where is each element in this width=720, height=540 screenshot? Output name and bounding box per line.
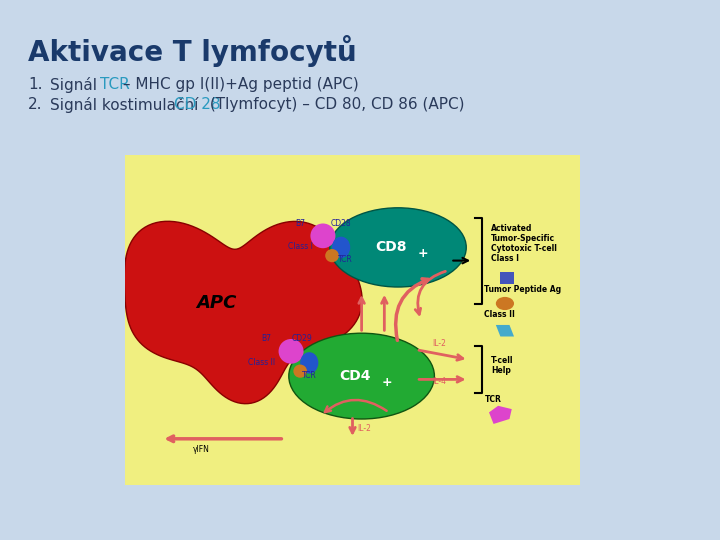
Ellipse shape <box>332 237 350 258</box>
Ellipse shape <box>293 364 307 378</box>
Text: TCR: TCR <box>99 77 130 92</box>
Text: B7: B7 <box>261 334 271 343</box>
Text: T-cell: T-cell <box>491 356 514 365</box>
Bar <box>125 155 580 485</box>
Text: Class I: Class I <box>288 242 312 251</box>
Polygon shape <box>489 406 512 424</box>
Text: γIFN: γIFN <box>193 445 210 454</box>
Text: +: + <box>382 376 392 389</box>
Text: (Tlymfocyt) – CD 80, CD 86 (APC): (Tlymfocyt) – CD 80, CD 86 (APC) <box>205 97 464 112</box>
Text: Activated: Activated <box>491 224 533 233</box>
Text: Class II: Class II <box>485 310 516 319</box>
Text: – MHC gp I(II)+Ag peptid (APC): – MHC gp I(II)+Ag peptid (APC) <box>118 77 359 92</box>
Ellipse shape <box>325 249 339 262</box>
Text: Tumor-Specific: Tumor-Specific <box>491 234 555 243</box>
Text: Signál kostimulační: Signál kostimulační <box>50 97 203 113</box>
Text: Aktivace T lymfocytů: Aktivace T lymfocytů <box>28 35 356 67</box>
Ellipse shape <box>279 339 304 364</box>
Text: IL-2: IL-2 <box>432 340 446 348</box>
Polygon shape <box>500 272 514 284</box>
Text: Class II: Class II <box>248 357 275 367</box>
Ellipse shape <box>330 208 467 287</box>
Polygon shape <box>496 325 514 336</box>
Text: CD 28: CD 28 <box>174 97 220 112</box>
Ellipse shape <box>300 352 318 374</box>
Text: APC: APC <box>196 294 236 313</box>
Text: Cytotoxic T-cell: Cytotoxic T-cell <box>491 244 557 253</box>
Text: +: + <box>418 247 428 260</box>
Text: Tumor Peptide Ag: Tumor Peptide Ag <box>485 285 562 294</box>
Text: B7: B7 <box>295 219 305 228</box>
Text: CD29: CD29 <box>292 334 312 343</box>
Text: 1.: 1. <box>28 77 42 92</box>
Ellipse shape <box>289 333 434 419</box>
Circle shape <box>496 297 514 310</box>
Text: IL-2: IL-2 <box>357 423 371 433</box>
Text: TCR: TCR <box>485 395 501 404</box>
Text: Class I: Class I <box>491 254 519 262</box>
Ellipse shape <box>310 224 336 248</box>
Text: TCR: TCR <box>302 371 317 380</box>
Text: IL-4: IL-4 <box>432 377 446 386</box>
Text: 2.: 2. <box>28 97 42 112</box>
Text: CD28: CD28 <box>330 219 351 228</box>
Text: CD4: CD4 <box>339 369 371 383</box>
Text: Help: Help <box>491 366 511 375</box>
Text: Signál: Signál <box>50 77 107 93</box>
Text: CD8: CD8 <box>375 240 407 254</box>
Text: TCR: TCR <box>338 255 353 264</box>
Polygon shape <box>125 221 362 404</box>
